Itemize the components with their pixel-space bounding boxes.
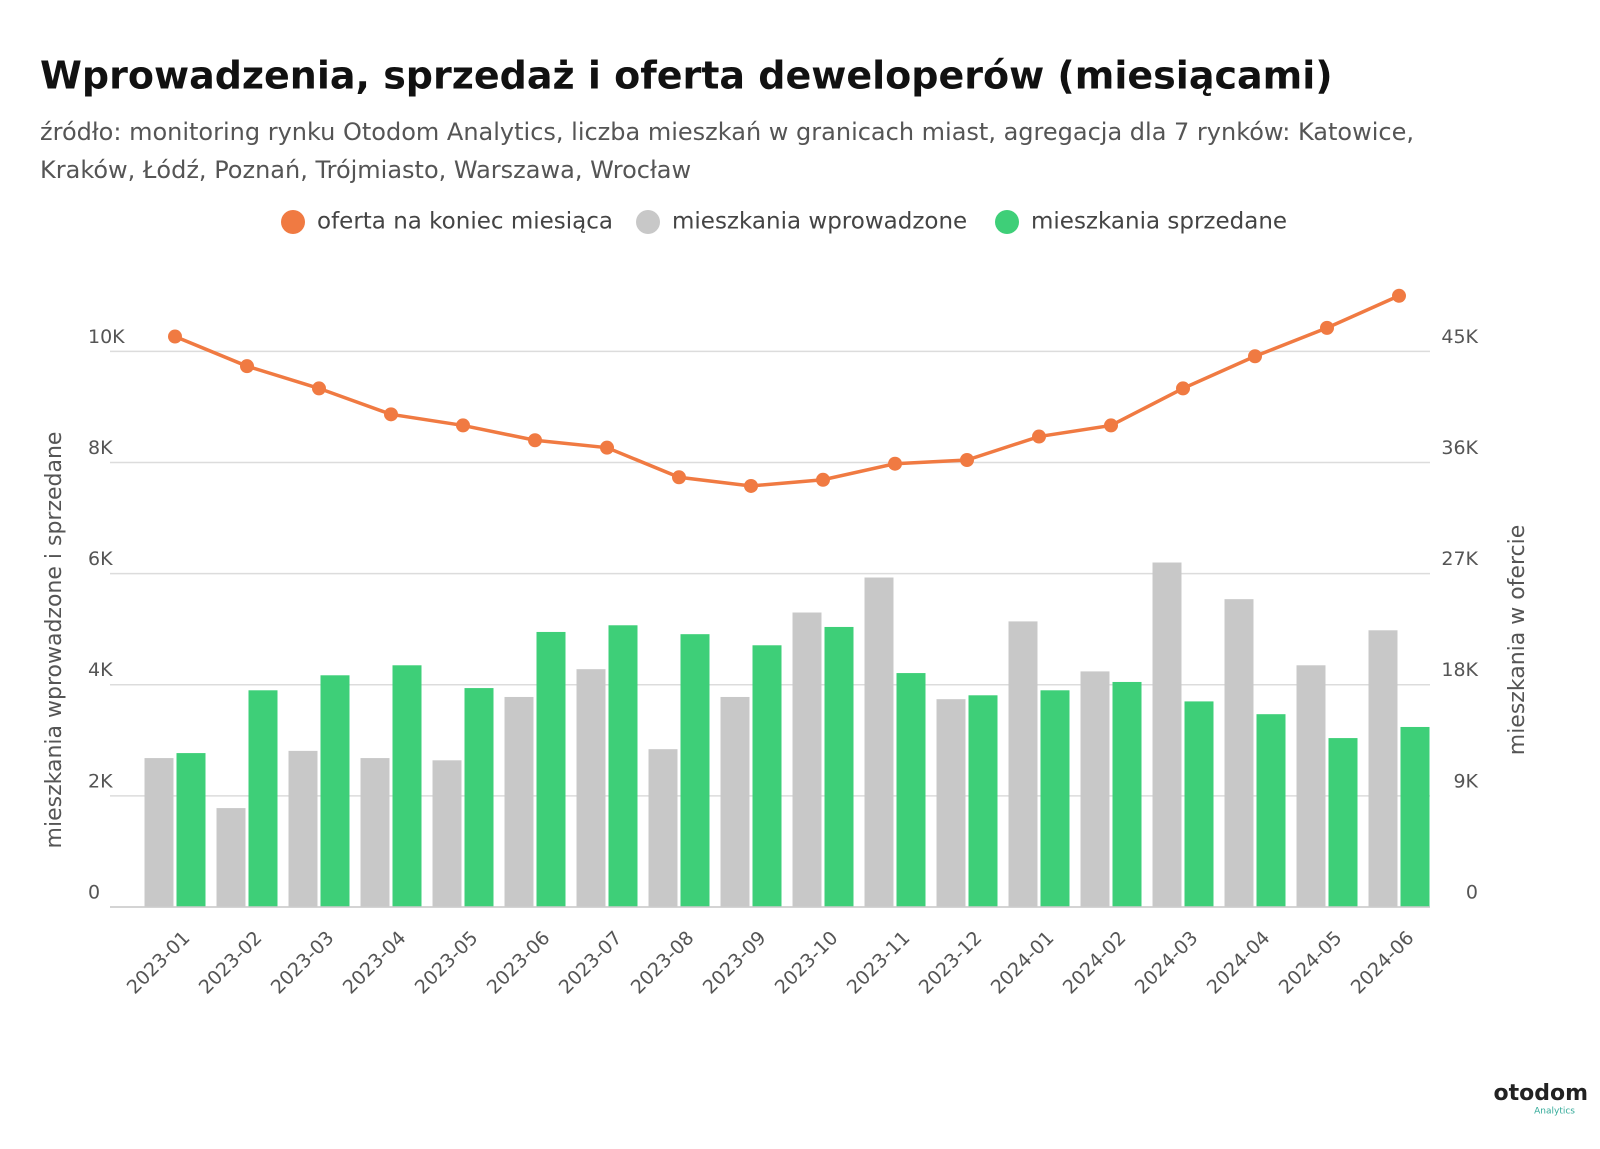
y-tick-label: 10K [88,326,125,348]
bar [648,749,678,907]
line-point [960,453,974,468]
bar [1184,701,1214,907]
y2-tick-label: 45K [1441,326,1478,348]
legend-label: oferta na koniec miesiąca [317,209,613,235]
bar [1400,726,1430,907]
bar [1328,738,1358,907]
chart-subtitle: Kraków, Łódź, Poznań, Trójmiasto, Warsza… [40,156,691,184]
line-point [384,407,398,422]
line-point [312,381,326,396]
y2-tick-label: 9K [1453,770,1478,792]
y-tick-label: 0 [88,882,100,904]
line-point [528,433,542,448]
bar [1080,671,1110,907]
bar [360,758,390,907]
bar [1256,714,1286,907]
y2-tick-label: 18K [1441,659,1478,681]
legend-label: mieszkania sprzedane [1031,209,1287,235]
x-tick-label: 2024-02 [1059,927,1131,999]
legend-marker [636,210,660,234]
bar [392,665,422,907]
legend-marker [281,210,305,234]
chart-subtitle: źródło: monitoring rynku Otodom Analytic… [40,118,1414,146]
legend-marker [995,210,1019,234]
x-tick-label: 2024-01 [987,927,1059,999]
bar [320,675,350,907]
x-tick-label: 2023-09 [699,927,771,999]
x-tick-label: 2023-08 [627,927,699,999]
y-tick-label: 6K [88,548,113,570]
bar [680,634,710,907]
bar [720,696,750,907]
logo: otodom [1493,1081,1588,1106]
logo-sub: Analytics [1534,1107,1575,1117]
bar [968,695,998,907]
y2-tick-label: 27K [1441,548,1478,570]
line-point [240,359,254,374]
bar [576,669,606,907]
x-tick-label: 2023-10 [771,927,843,999]
line-point [1392,288,1406,303]
line-point [600,440,614,455]
x-tick-label: 2023-02 [195,927,267,999]
line-point [456,418,470,433]
y2-axis-title: mieszkania w ofercie [1505,525,1530,755]
line-point [816,472,830,487]
line-point [744,478,758,493]
bar [144,758,174,907]
line-point [1176,381,1190,396]
line-point [672,470,686,485]
x-tick-label: 2024-05 [1275,927,1347,999]
bar [1224,599,1254,907]
bar [216,808,246,907]
x-tick-label: 2023-04 [339,927,411,999]
y-tick-label: 2K [88,770,113,792]
x-tick-label: 2023-07 [555,927,627,999]
y-tick-label: 8K [88,437,113,459]
y2-tick-label: 36K [1441,437,1478,459]
bar [752,645,782,907]
x-tick-label: 2024-06 [1347,927,1419,999]
chart-title: Wprowadzenia, sprzedaż i oferta dewelope… [40,54,1333,98]
bar [1296,665,1326,907]
x-tick-label: 2023-06 [483,927,555,999]
legend-label: mieszkania wprowadzone [672,209,967,235]
x-tick-label: 2023-01 [123,927,195,999]
bar [288,750,318,907]
bar [896,673,926,907]
bar [1152,562,1182,907]
line-point [1032,429,1046,444]
x-tick-label: 2023-05 [411,927,483,999]
bar [1008,621,1038,907]
line-point [1248,349,1262,364]
x-tick-label: 2023-12 [915,927,987,999]
x-tick-label: 2024-04 [1203,927,1275,999]
bar [1368,630,1398,907]
bar [936,699,966,907]
y-tick-label: 4K [88,659,113,681]
x-tick-label: 2023-03 [267,927,339,999]
line-point [888,456,902,471]
bar [432,760,462,907]
bar [1112,681,1142,907]
bar [248,690,278,907]
bar [864,577,894,907]
bar [824,626,854,907]
bar [464,688,494,907]
line [174,294,1400,488]
bar [1040,690,1070,907]
bar [504,696,534,907]
bar [176,753,206,907]
y-axis-title: mieszkania wprowadzone i sprzedane [42,432,67,849]
bar [792,612,822,907]
bar [536,631,566,907]
y2-tick-label: 0 [1466,882,1478,904]
line-point [168,329,182,344]
line-point [1320,320,1334,335]
x-tick-label: 2023-11 [843,927,915,999]
x-tick-label: 2024-03 [1131,927,1203,999]
bar [608,625,638,907]
line-point [1104,418,1118,433]
